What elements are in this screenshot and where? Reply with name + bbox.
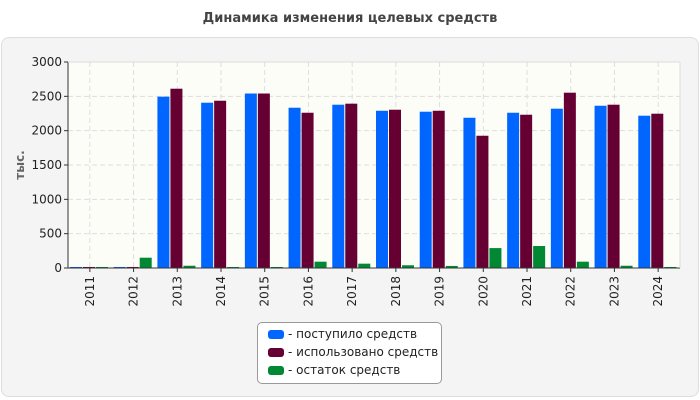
legend-swatch (268, 365, 284, 375)
bar (244, 93, 257, 268)
legend-swatch (268, 347, 284, 357)
bar (314, 261, 327, 268)
x-tick-label: 2016 (301, 276, 315, 307)
bar (96, 266, 108, 268)
y-tick-label: 2000 (31, 124, 62, 138)
bar (139, 257, 152, 268)
legend-item-balance: - остаток средств (268, 363, 400, 377)
legend-label: - поступило средств (288, 327, 418, 341)
bar (432, 110, 445, 269)
y-axis-label: тыс. (13, 150, 27, 179)
bar (214, 100, 227, 268)
x-tick-label: 2019 (433, 276, 447, 307)
bar (358, 263, 371, 268)
x-tick-label: 2022 (564, 276, 578, 307)
bar (594, 105, 607, 269)
x-tick-label: 2012 (127, 276, 141, 307)
bar (563, 92, 576, 268)
bar (301, 112, 314, 269)
bar (419, 111, 432, 269)
bar (288, 107, 301, 269)
y-tick-label: 500 (39, 227, 62, 241)
bar (664, 266, 677, 268)
y-tick-label: 1500 (31, 158, 62, 172)
legend-item-used: - использовано средств (268, 345, 438, 359)
legend-swatch (268, 329, 284, 339)
legend-item-received: - поступило средств (268, 327, 417, 341)
bar (170, 88, 183, 268)
bar (157, 96, 170, 268)
x-tick-label: 2013 (170, 276, 184, 307)
bar (126, 266, 139, 268)
bar (489, 248, 502, 268)
bar (550, 108, 563, 269)
bar (520, 114, 533, 269)
bar (463, 117, 476, 269)
y-tick-label: 3000 (31, 55, 62, 69)
bar (183, 265, 196, 268)
bar (507, 112, 520, 269)
bar (638, 115, 651, 269)
legend-label: - использовано средств (288, 345, 439, 359)
legend-label: - остаток средств (288, 363, 401, 377)
bar (476, 135, 489, 268)
bar (257, 93, 270, 268)
bar (201, 102, 214, 268)
bar (70, 266, 82, 268)
y-tick-label: 2500 (31, 89, 62, 103)
bar (113, 266, 126, 268)
y-tick-label: 1000 (31, 192, 62, 206)
bar (445, 265, 458, 268)
bar (651, 113, 664, 269)
bar (402, 265, 414, 268)
bar (227, 266, 240, 268)
x-tick-label: 2024 (651, 276, 665, 307)
bar (376, 110, 388, 269)
legend: - поступило средств - использовано средс… (257, 322, 442, 384)
x-tick-label: 2023 (607, 276, 621, 307)
y-tick-label: 0 (54, 261, 62, 275)
x-tick-label: 2021 (520, 276, 534, 307)
chart-title: Динамика изменения целевых средств (202, 11, 498, 26)
x-tick-label: 2011 (83, 276, 97, 307)
bar (620, 265, 633, 268)
bar (345, 103, 358, 268)
bar (83, 266, 95, 268)
x-tick-label: 2015 (258, 276, 272, 307)
x-tick-label: 2020 (476, 276, 490, 307)
bar (533, 246, 546, 268)
x-tick-label: 2018 (389, 276, 403, 307)
x-tick-label: 2014 (214, 276, 228, 307)
bar (270, 266, 283, 268)
x-tick-label: 2017 (345, 276, 359, 307)
bar (389, 109, 401, 269)
bar (607, 104, 620, 268)
bar (332, 104, 345, 268)
bar (576, 261, 589, 268)
